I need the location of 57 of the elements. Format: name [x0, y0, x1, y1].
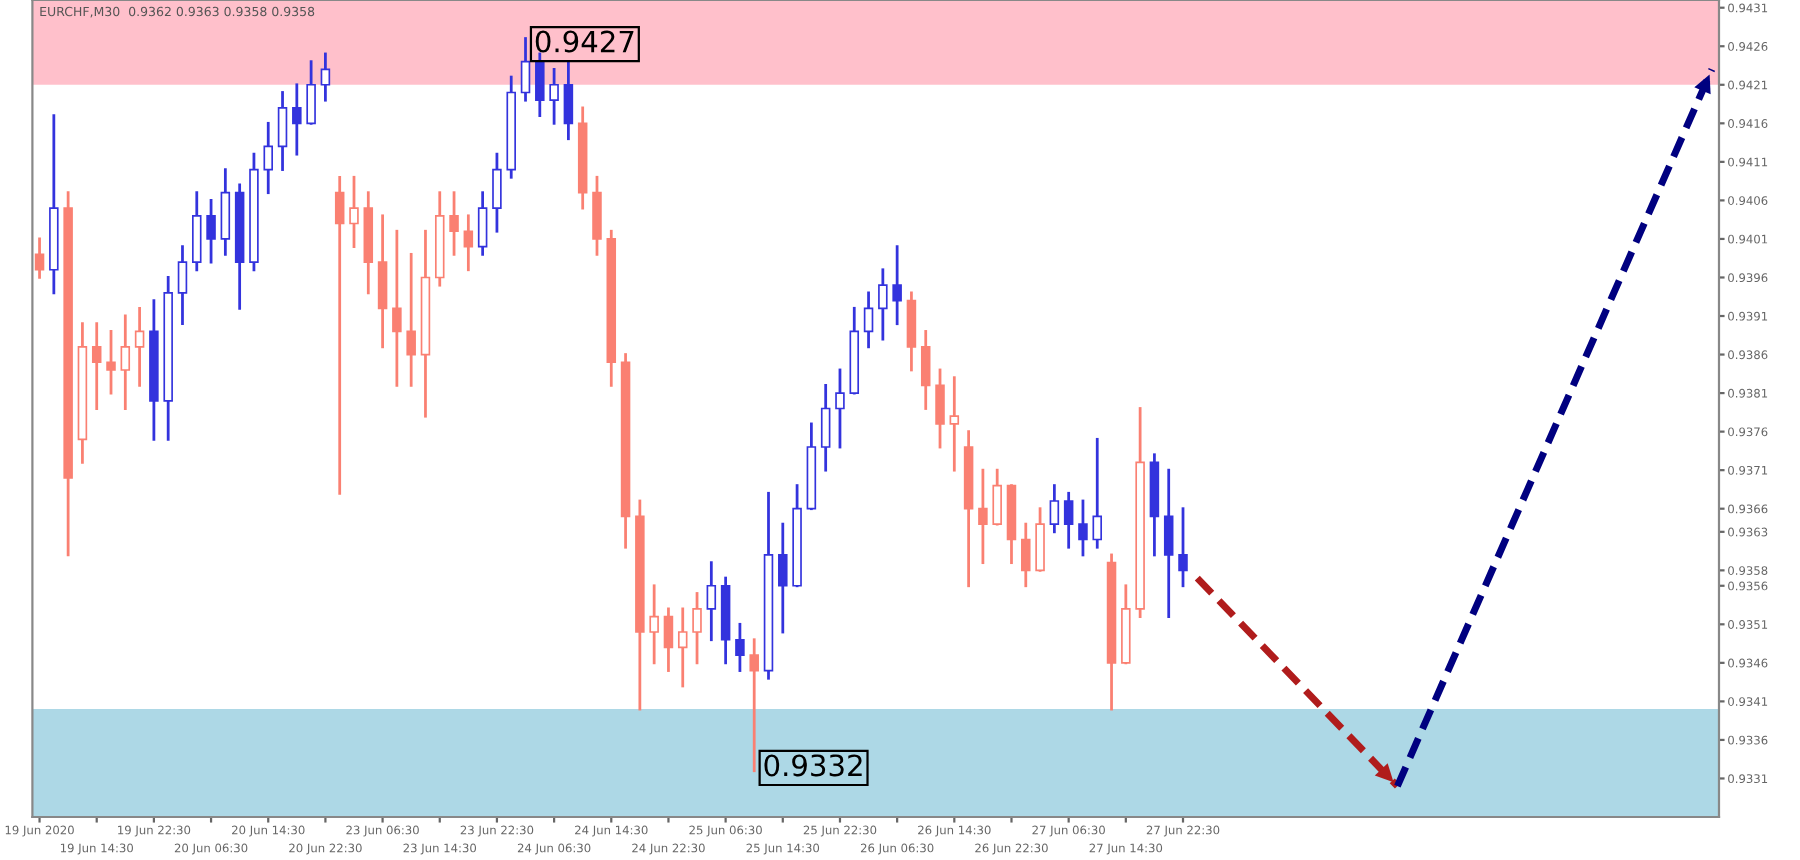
candlestick: [1178, 507, 1188, 588]
candlestick: [177, 245, 188, 326]
candlestick: [863, 291, 874, 349]
candlestick: [820, 383, 831, 472]
candlestick: [449, 191, 459, 256]
candlestick: [677, 607, 688, 688]
candlestick: [377, 214, 388, 349]
candlestick: [949, 376, 960, 472]
candlestick: [406, 252, 416, 387]
candlestick: [91, 322, 102, 410]
candlestick: [206, 199, 216, 264]
candlestick: [220, 168, 231, 256]
candlestick: [735, 622, 745, 672]
candlestick: [263, 121, 274, 195]
candlestick: [1163, 468, 1174, 618]
candlestick: [592, 175, 602, 256]
candlestick: [649, 584, 659, 665]
candlestick: [192, 191, 202, 272]
candlestick: [349, 175, 359, 249]
candlestick: [106, 330, 116, 395]
candlestick: [120, 314, 131, 410]
candlestick: [749, 638, 759, 773]
candlestick: [320, 52, 331, 102]
candlestick: [1021, 522, 1031, 588]
candlestick: [334, 175, 345, 495]
candlestick: [292, 83, 302, 156]
candlestick: [778, 522, 788, 634]
candlestick: [835, 368, 845, 449]
candlestick: [1049, 484, 1060, 534]
candlestick: [492, 152, 502, 233]
candlestick: [706, 561, 717, 642]
candlestick: [477, 191, 488, 256]
candlestick: [1063, 491, 1074, 549]
candlestick: [306, 60, 316, 125]
candlestick: [663, 607, 674, 672]
candlestick: [1092, 437, 1103, 549]
candlestick: [1035, 507, 1045, 572]
candlestick: [692, 592, 702, 665]
candlestick: [463, 214, 474, 272]
candlestick: [920, 330, 931, 410]
candlestick: [978, 468, 988, 565]
candlestick: [906, 291, 917, 372]
annotation: 0.9427: [535, 30, 634, 53]
candlestick: [878, 268, 888, 341]
candlestick: [520, 37, 531, 102]
candlestick: [892, 245, 902, 326]
candlestick: [535, 52, 545, 117]
candlestick: [34, 237, 45, 279]
candlestick: [935, 368, 945, 449]
candlestick: [549, 67, 559, 125]
candlestick: [563, 60, 574, 141]
candlestick: [392, 229, 402, 387]
candlestick: [992, 468, 1002, 526]
candlestick: [1078, 499, 1088, 557]
annotation: 0.9332: [764, 754, 862, 777]
candlestick: [134, 306, 145, 387]
candlestick: [277, 91, 288, 171]
